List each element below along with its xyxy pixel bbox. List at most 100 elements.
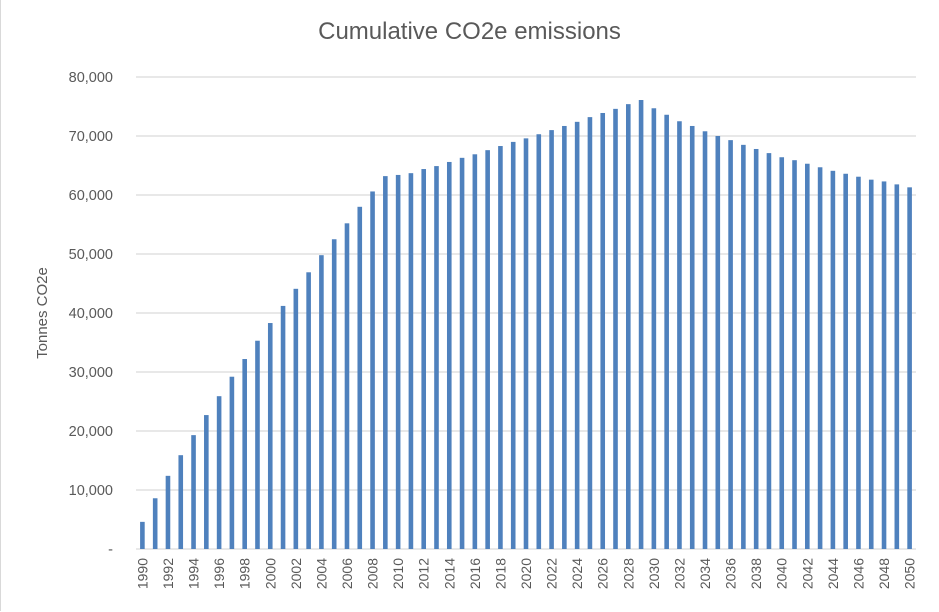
x-tick-label: 2030 (646, 558, 662, 589)
bar-2011 (408, 173, 414, 550)
y-tick-label: 70,000 (69, 129, 113, 145)
x-tick-label: 1994 (186, 558, 202, 589)
bars (140, 100, 912, 550)
bar-2042 (805, 163, 810, 550)
bar-1999 (255, 340, 260, 549)
bar-2038 (753, 148, 759, 550)
bar-2017 (485, 150, 490, 549)
bar-1993 (178, 455, 184, 549)
x-tick-label: 2046 (850, 558, 866, 589)
bar-2027 (613, 108, 618, 550)
bar-1997 (229, 376, 235, 549)
bar-2014 (446, 161, 452, 549)
x-tick-label: 1998 (237, 558, 253, 589)
bar-2030 (651, 108, 657, 550)
x-tick-label: 2050 (902, 558, 918, 589)
bar-2044 (830, 170, 836, 549)
bar-2050 (907, 187, 912, 549)
bar-2004 (319, 255, 324, 549)
bar-2040 (779, 157, 785, 550)
y-tick-label: 20,000 (69, 424, 113, 440)
x-tick-label: 2042 (799, 558, 815, 589)
bar-2018 (498, 146, 503, 549)
bar-2010 (395, 174, 401, 549)
bar-2001 (280, 305, 286, 549)
x-tick-label: 2036 (723, 558, 739, 589)
x-tick-label: 2032 (671, 558, 687, 589)
x-tick-label: 2006 (339, 558, 355, 589)
x-tick-label: 2024 (569, 558, 585, 589)
x-tick-label: 2028 (620, 558, 636, 589)
x-tick-label: 2026 (595, 558, 611, 589)
bar-2024 (574, 121, 580, 549)
bar-2007 (357, 206, 363, 550)
bar-2043 (817, 167, 823, 549)
bar-2029 (638, 100, 644, 549)
y-tick-label: 40,000 (69, 306, 113, 322)
bar-2039 (766, 153, 772, 550)
x-tick-label: 2004 (313, 558, 329, 589)
bar-2003 (306, 272, 311, 549)
bar-1992 (165, 475, 171, 549)
bar-1998 (242, 359, 247, 549)
bar-1996 (216, 396, 222, 549)
bar-2037 (741, 144, 746, 549)
chart-title: Cumulative CO2e emissions (318, 18, 621, 45)
y-tick-label: - (108, 542, 113, 558)
bar-1991 (152, 498, 158, 549)
x-tick-label: 1996 (211, 558, 227, 589)
x-tick-label: 2016 (467, 558, 483, 589)
bar-2045 (843, 173, 848, 549)
bar-2046 (856, 176, 861, 549)
x-tick-label: 2040 (774, 558, 790, 589)
x-tick-label: 2034 (697, 558, 713, 589)
bar-2022 (549, 130, 554, 549)
x-tick-label: 1992 (160, 558, 176, 589)
y-axis-label: Tonnes CO2e (34, 267, 51, 359)
bar-2021 (536, 134, 542, 550)
bar-2015 (459, 157, 465, 549)
bar-1994 (191, 435, 196, 549)
bar-2036 (728, 140, 733, 549)
bar-1995 (204, 415, 209, 549)
bar-2026 (600, 112, 606, 550)
bar-2031 (664, 114, 669, 549)
bar-2000 (267, 323, 273, 549)
y-tick-label: 10,000 (69, 483, 113, 499)
bar-2028 (625, 104, 631, 549)
bar-2019 (510, 141, 516, 549)
y-tick-label: 30,000 (69, 365, 113, 381)
bar-2005 (331, 239, 337, 549)
bar-2002 (293, 288, 299, 549)
x-tick-label: 2020 (518, 558, 534, 589)
bar-2025 (587, 117, 593, 550)
x-tick-label: 2010 (390, 558, 406, 589)
x-tick-label: 2002 (288, 558, 304, 589)
x-tick-label: 2008 (365, 558, 381, 589)
bar-2035 (715, 136, 721, 549)
bar-2013 (434, 166, 439, 549)
bar-2034 (702, 131, 708, 549)
bar-2049 (894, 184, 900, 549)
bar-2009 (383, 176, 388, 549)
y-tick-label: 80,000 (69, 70, 113, 86)
bar-2048 (881, 181, 887, 549)
x-tick-label: 2038 (748, 558, 764, 589)
x-tick-label: 1990 (134, 558, 150, 589)
x-tick-label: 2048 (876, 558, 892, 589)
x-tick-label: 2014 (441, 558, 457, 589)
y-tick-label: 50,000 (69, 247, 113, 263)
x-tick-label: 2000 (262, 558, 278, 589)
bar-2033 (689, 125, 695, 549)
bar-1990 (140, 521, 145, 549)
bar-2023 (562, 125, 567, 549)
y-tick-label: 60,000 (69, 188, 113, 204)
x-tick-label: 2012 (416, 558, 432, 589)
bar-2020 (523, 138, 529, 550)
bar-2006 (344, 223, 350, 549)
bar-2047 (868, 179, 874, 549)
x-tick-label: 2018 (492, 558, 508, 589)
bar-2008 (370, 191, 375, 549)
